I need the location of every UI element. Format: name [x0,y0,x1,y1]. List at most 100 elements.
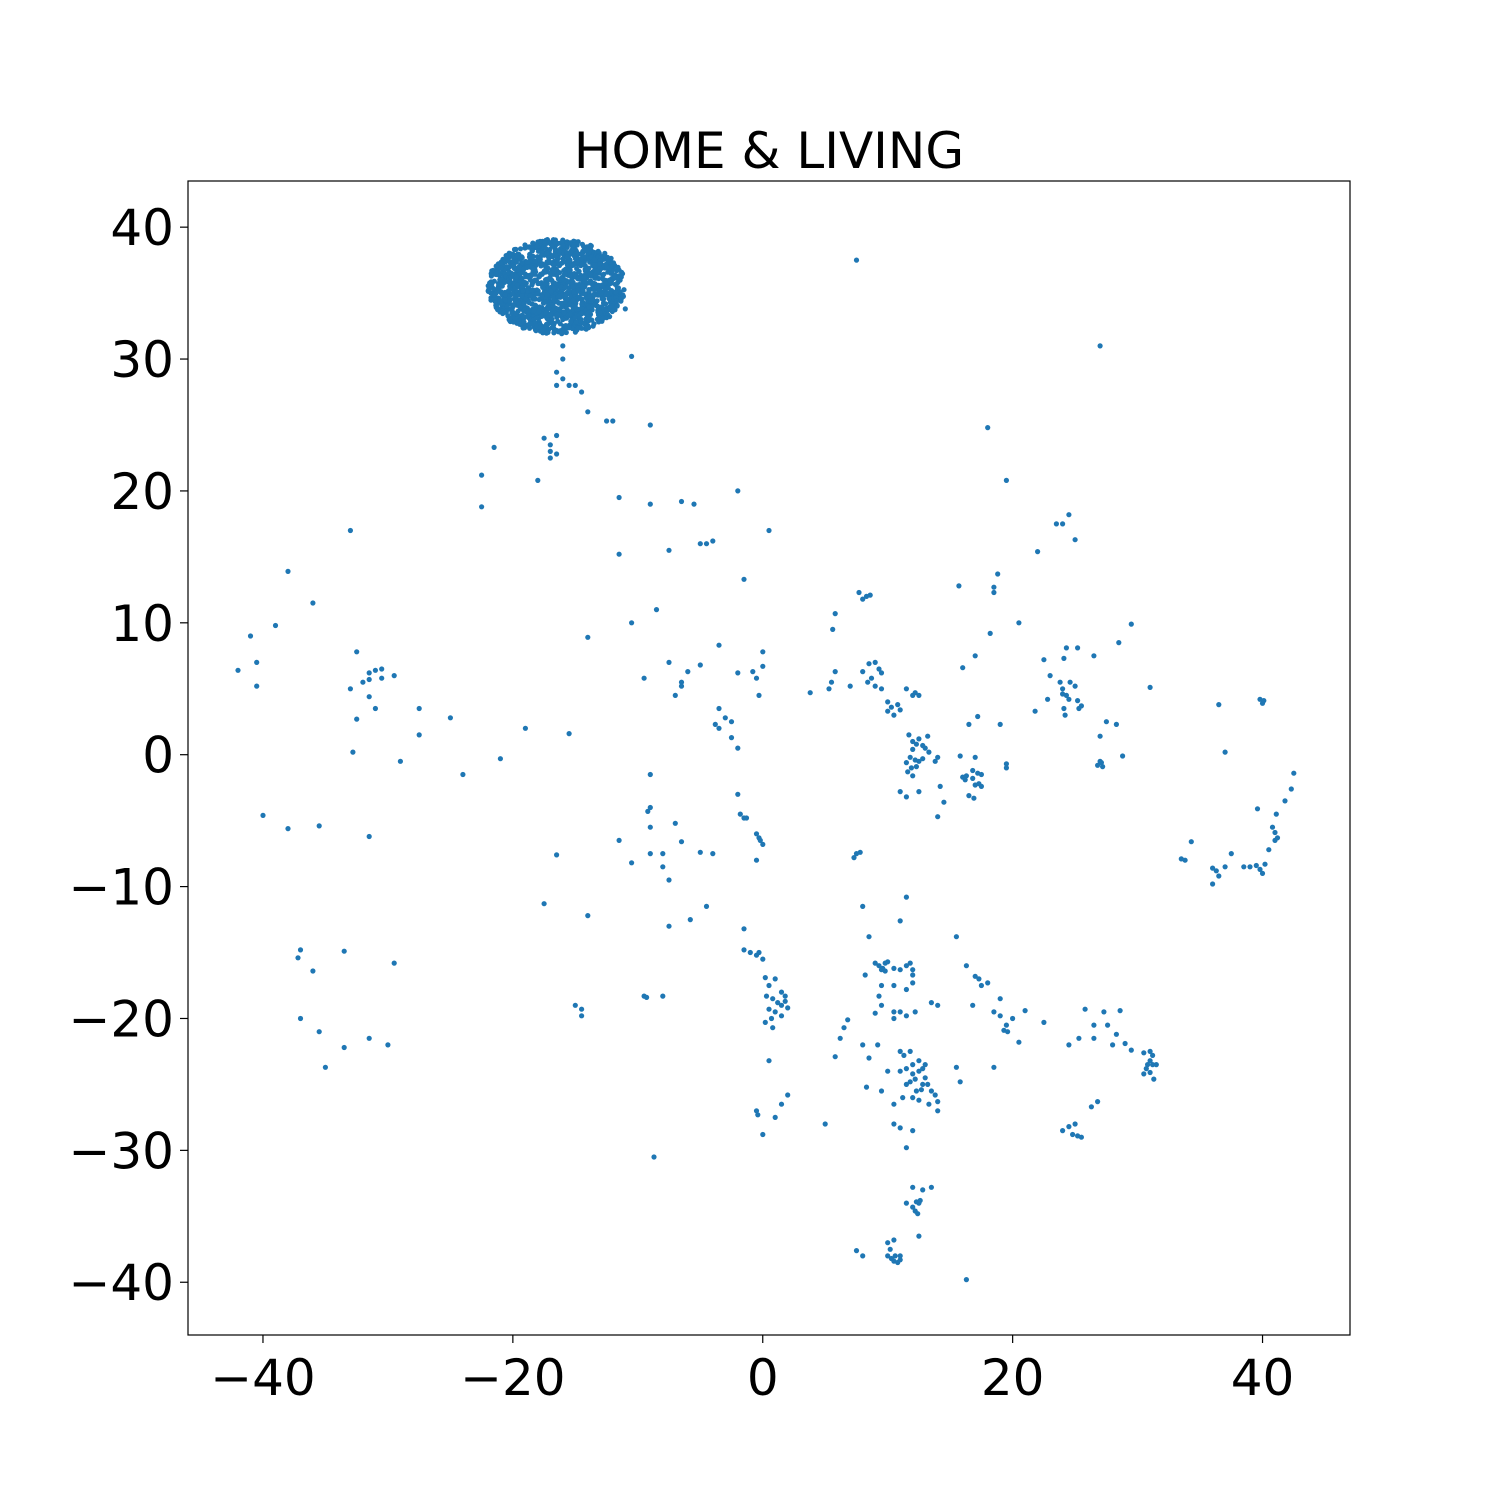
data-point [903,794,910,800]
data-point [865,679,871,685]
data-point [935,1002,941,1008]
data-point [285,568,291,575]
data-point [991,589,997,596]
cluster-point [536,308,542,315]
data-point [972,973,978,979]
y-axis: 40 30 20 10 0 −10 −20 −30 −40 [68,199,188,1312]
data-point [1117,1008,1123,1014]
data-point [878,1088,885,1094]
cluster-point [493,263,499,269]
cluster-point [514,253,521,259]
cluster-point [502,292,508,298]
data-point [916,789,922,795]
data-point [712,721,718,728]
data-point [753,675,760,681]
data-point [916,758,922,764]
data-point [897,1068,903,1074]
data-point [735,488,741,494]
cluster-point [502,297,508,303]
data-point [1003,477,1010,483]
cluster-point [527,277,534,283]
data-point [416,705,422,712]
cluster-point [594,268,600,274]
cluster-point [585,310,592,316]
data-point [666,877,672,883]
data-point [616,551,622,557]
cluster-point [564,254,570,260]
data-point [629,353,635,359]
data-point [878,686,885,692]
data-point [1072,683,1078,689]
cluster-point [529,287,535,293]
data-point [1066,696,1072,702]
cluster-point [530,240,536,246]
data-point [1273,811,1279,817]
cluster-point [582,278,588,284]
y-tick-label: 20 [110,463,174,521]
data-point [703,903,710,910]
data-point [354,649,360,655]
data-point [1003,765,1010,771]
cluster-point [591,256,598,263]
cluster-point [549,243,555,249]
data-point [778,1101,785,1107]
cluster-point [606,296,612,302]
cluster-point [553,252,559,259]
cluster-point [556,270,563,276]
cluster-point [573,305,579,311]
data-point [912,690,918,696]
data-point [895,702,901,708]
data-point [900,1095,906,1101]
data-point [866,1055,872,1061]
cluster-point [499,283,505,289]
data-point [1088,1104,1094,1110]
data-point [447,715,453,721]
data-point [479,472,485,478]
data-point [903,760,910,766]
data-point [310,600,316,606]
data-point [747,949,753,956]
cluster-point [570,297,576,303]
data-point [953,934,960,940]
cluster-point [576,276,582,282]
cluster-point [613,289,619,295]
data-point [629,620,635,626]
cluster-point [575,239,581,245]
data-point [860,596,866,602]
data-point [972,653,978,659]
cluster-point [614,303,620,309]
cluster-point [504,303,510,309]
data-point [366,1035,372,1041]
cluster-point [587,278,594,284]
data-point [691,501,697,507]
cluster-point [521,300,527,307]
data-point [905,769,911,775]
data-point [935,814,941,820]
data-point [1141,1050,1147,1056]
data-point [966,721,972,728]
data-point [985,980,991,986]
data-point [760,649,766,655]
data-point [322,1064,328,1070]
data-point [687,917,693,923]
data-point [876,666,882,672]
data-point [1053,521,1059,527]
data-point [897,1125,903,1131]
x-tick-label: 0 [747,1349,779,1407]
data-point [991,584,997,590]
data-point [666,659,672,666]
data-point [841,1025,847,1031]
data-point [647,804,653,811]
data-point [1005,1029,1011,1035]
data-point [660,993,666,999]
data-point [647,422,653,428]
cluster-point [599,304,605,310]
data-point [910,1128,916,1134]
cluster-point [558,284,564,290]
cluster-point [550,294,556,300]
data-point [1061,655,1067,662]
cluster-point [529,248,536,254]
data-point [826,686,832,692]
data-point [903,1066,910,1072]
